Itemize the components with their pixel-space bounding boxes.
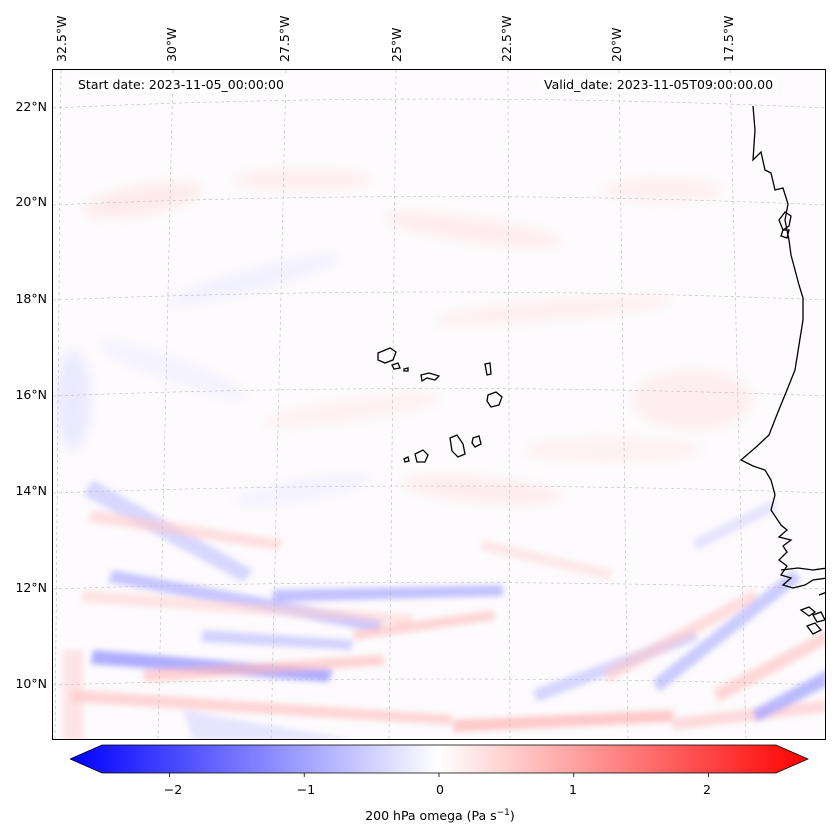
colorbar-tick-label-neg1: −1 (296, 782, 316, 797)
lat-label-20n: 20°N (15, 194, 47, 209)
lon-label-22-5w: 22.5°W (499, 15, 514, 62)
colorbar-tick-label-2: 2 (703, 782, 711, 797)
lon-label-30w: 30°W (164, 27, 179, 62)
canary-island-east (780, 229, 790, 239)
coast-guinea (818, 592, 825, 596)
lat-label-12n: 12°N (15, 580, 47, 595)
lat-label-10n: 10°N (15, 676, 47, 691)
santiago-island (449, 434, 466, 458)
lat-label-14n: 14°N (15, 483, 47, 498)
lon-label-32-5w: 32.5°W (54, 15, 69, 62)
colorbar-label: 200 hPa omega (Pa s−1) (0, 808, 837, 823)
colorbar (70, 744, 809, 777)
canary-island-west (778, 211, 792, 231)
colorbar-tick-label-1: 1 (569, 782, 577, 797)
colorbar-label-exponent: −1 (496, 808, 510, 818)
lat-label-22n: 22°N (15, 99, 47, 114)
start-date-label: Start date: 2023-11-05_00:00:00 (74, 76, 288, 93)
africa-coastline (739, 105, 825, 589)
fogo-island (414, 449, 429, 463)
colorbar-label-text: 200 hPa omega (Pa s (365, 808, 497, 824)
sao-vicente-island (391, 362, 401, 370)
colorbar-ticks (169, 773, 709, 777)
omega-field-map (53, 70, 825, 739)
coastlines (377, 105, 825, 635)
colorbar-tick-label-neg2: −2 (163, 782, 183, 797)
lat-label-16n: 16°N (15, 387, 47, 402)
colorbar-tick-label-0: 0 (436, 782, 444, 797)
coast-gambia (780, 567, 825, 571)
colorbar-label-close: ) (509, 808, 515, 824)
map-panel (52, 69, 826, 740)
lon-label-17-5w: 17.5°W (721, 15, 736, 62)
boa-vista-island (486, 391, 503, 408)
maio-island (471, 435, 482, 448)
lat-label-18n: 18°N (15, 291, 47, 306)
bijagos-island-1 (799, 606, 817, 617)
lon-label-25w: 25°W (389, 27, 404, 62)
omega-field (53, 70, 825, 739)
colorbar-body (70, 744, 809, 774)
lon-label-27-5w: 27.5°W (277, 15, 292, 62)
bijagos-island-2 (812, 611, 825, 623)
lon-label-20w: 20°W (609, 27, 624, 62)
graticule (53, 70, 825, 739)
santa-luzia-island (403, 367, 409, 372)
sal-island (484, 362, 492, 376)
bijagos-island-3 (805, 622, 823, 635)
santo-antao-island (377, 347, 397, 364)
brava-island (403, 456, 410, 463)
valid-date-label: Valid_date: 2023-11-05T09:00:00.00 (540, 76, 778, 93)
sao-nicolau-island (420, 372, 441, 383)
